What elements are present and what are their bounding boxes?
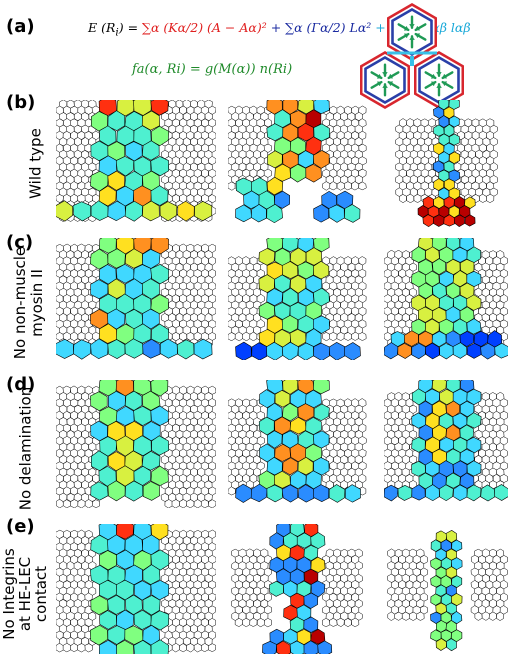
panel-label-c: (c): [6, 232, 34, 253]
tissue-no-myosin-t2: [228, 238, 367, 360]
row-label-no-integrins: No Integrins at HE-LEC contact: [0, 529, 50, 659]
energy-equation: E (Ri) = ∑α (Kα/2) (A − Aα)² + ∑α (Γα/2)…: [88, 20, 471, 39]
tissue-no-integrins-t3: [387, 530, 508, 652]
tissue-wildtype-t3: [395, 100, 498, 228]
panel-label-b: (b): [6, 92, 36, 113]
energy-term-perimeter: + ∑α (Γα/2) Lα²: [270, 20, 372, 35]
row-label-wild-type: Wild type: [26, 128, 45, 199]
tissue-no-integrins-t1: [56, 524, 216, 654]
tissue-no-integrins-t2: [231, 524, 363, 654]
hexagon-cell-left: [360, 51, 410, 109]
tissue-no-delamination-t3: [384, 380, 508, 502]
row-label-no-delamination: No delamination: [16, 386, 35, 511]
energy-eq-sign: ) =: [118, 20, 143, 35]
row-label-no-integrins-line3: contact: [32, 565, 50, 623]
force-equation: fa(α, Ri) = g(M(α)) n(Ri): [132, 62, 293, 77]
tissue-no-delamination-t2: [228, 380, 367, 503]
hexagon-cell-top: [387, 3, 437, 61]
hexagon-cells-diagram: [360, 3, 464, 109]
energy-lhs: E (R: [88, 20, 116, 35]
row-label-no-integrins-line2: at HE-LEC: [16, 556, 34, 632]
tissue-wildtype-t1: [56, 100, 216, 223]
panel-label-d: (d): [6, 374, 36, 395]
panel-label-a: (a): [6, 16, 35, 37]
energy-lhs-sub: i: [115, 26, 119, 39]
tissue-wildtype-t2: [228, 100, 367, 224]
row-label-no-myosin: No non-muscle myosin II: [11, 238, 46, 368]
row-label-no-myosin-line1: No non-muscle: [11, 246, 29, 360]
energy-term-area: ∑α (Kα/2) (A − Aα)²: [142, 20, 267, 35]
tissue-no-myosin-t1: [56, 238, 216, 360]
panel-label-e: (e): [6, 516, 35, 537]
hexagon-cell-right: [414, 51, 464, 109]
tissue-no-delamination-t1: [56, 380, 216, 508]
row-label-no-integrins-line1: No Integrins: [0, 548, 18, 640]
row-label-no-myosin-line2: myosin II: [28, 269, 46, 337]
tissue-no-myosin-t3: [384, 238, 508, 360]
